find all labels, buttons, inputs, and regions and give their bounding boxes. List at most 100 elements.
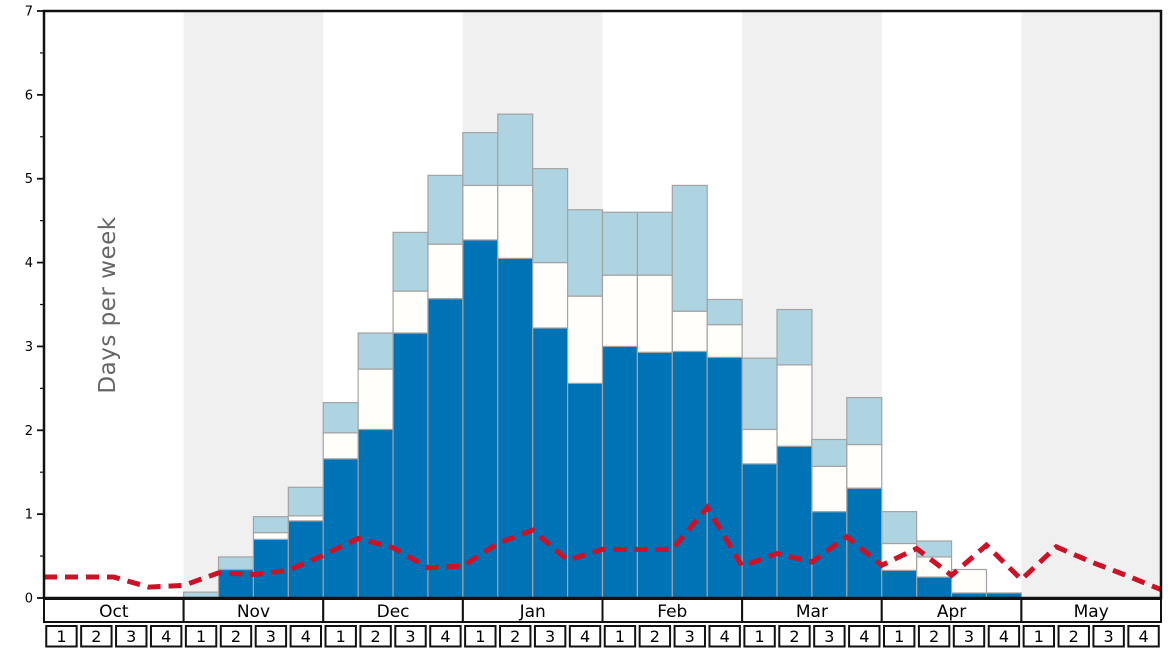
- week-cell-label: 3: [266, 627, 276, 646]
- bar-segment-light: [532, 168, 569, 264]
- week-cell: [848, 625, 881, 648]
- week-cell: [149, 625, 183, 648]
- week-cell-label: 1: [754, 627, 764, 646]
- bar-segment-white: [601, 274, 639, 348]
- month-cell-label: Nov: [237, 602, 270, 622]
- bar-segment-light: [846, 396, 883, 446]
- week-cell-label: 4: [301, 627, 311, 646]
- week-cell-label: 1: [336, 627, 346, 646]
- week-cell: [1057, 625, 1090, 648]
- y-tick-label: 4: [25, 256, 33, 271]
- y-tick-label: 5: [25, 172, 33, 187]
- bar-segment-white: [287, 515, 324, 522]
- week-cell-label: 3: [1104, 627, 1114, 646]
- bar-segment-light: [392, 231, 429, 292]
- week-cell: [359, 625, 392, 648]
- bar-segment-light: [811, 438, 848, 467]
- bar-segment-light: [287, 486, 324, 517]
- bar-segment-white: [357, 368, 394, 431]
- week-cell-label: 3: [824, 627, 834, 646]
- bar-segment-white: [950, 568, 988, 594]
- week-cell-label: 1: [56, 627, 66, 646]
- bar-segment-white: [671, 310, 708, 353]
- week-cell: [603, 625, 637, 648]
- week-cell: [533, 625, 567, 648]
- week-cell-label: 1: [894, 627, 904, 646]
- week-cell: [394, 625, 427, 648]
- bar-segment-dark: [427, 298, 464, 599]
- y-tick-label: 3: [25, 340, 33, 355]
- week-cell-label: 3: [685, 627, 695, 646]
- week-cell: [638, 625, 672, 648]
- week-cell: [813, 625, 846, 648]
- bar-segment-light: [462, 131, 499, 187]
- week-cell: [219, 625, 253, 648]
- month-cell-label: Dec: [377, 602, 410, 622]
- week-cell-label: 1: [475, 627, 485, 646]
- week-cell: [289, 625, 322, 648]
- bar-segment-dark: [322, 458, 359, 599]
- week-cell-label: 1: [615, 627, 625, 646]
- week-cell-label: 1: [1034, 627, 1044, 646]
- week-cell: [1127, 625, 1160, 648]
- week-cell-label: 3: [405, 627, 415, 646]
- bar-segment-light: [741, 357, 778, 431]
- month-band: [1021, 11, 1161, 598]
- bar-segment-light: [601, 211, 639, 276]
- week-cell: [917, 625, 951, 648]
- week-cell: [464, 625, 497, 648]
- bar-segment-dark: [462, 239, 499, 599]
- week-cell: [673, 625, 706, 648]
- y-tick-label: 1: [25, 508, 33, 523]
- y-tick-label: 2: [25, 424, 33, 439]
- month-cell-label: Mar: [796, 602, 828, 622]
- bar-segment-white: [392, 290, 429, 334]
- week-cell-label: 2: [1069, 627, 1079, 646]
- week-cell: [324, 625, 357, 648]
- bar-segment-light: [636, 211, 673, 276]
- bar-segment-light: [706, 298, 743, 326]
- week-cell-label: 2: [91, 627, 101, 646]
- bar-segment-white: [322, 432, 359, 460]
- month-cell-label: Apr: [937, 602, 966, 622]
- week-cell: [708, 625, 741, 648]
- y-axis-title: Days per week: [95, 216, 121, 394]
- week-cell-label: 4: [999, 627, 1009, 646]
- bar-segment-dark: [601, 345, 639, 599]
- week-cell-label: 1: [196, 627, 206, 646]
- bar-segment-dark: [776, 445, 813, 599]
- week-cell: [499, 625, 532, 648]
- bar-segment-light: [671, 184, 708, 312]
- week-cell-label: 2: [231, 627, 241, 646]
- week-cell-label: 4: [580, 627, 590, 646]
- week-cell: [184, 625, 218, 648]
- bar-segment-white: [462, 184, 499, 241]
- week-cell: [1022, 625, 1056, 648]
- week-cell: [45, 625, 78, 648]
- week-cell-label: 4: [859, 627, 869, 646]
- week-cell: [778, 625, 811, 648]
- week-cell-label: 4: [161, 627, 171, 646]
- week-cell-label: 4: [720, 627, 730, 646]
- week-cell-label: 2: [929, 627, 939, 646]
- red-dashed-line: [44, 503, 1162, 592]
- bar-segment-light: [427, 174, 464, 245]
- week-cell: [987, 625, 1021, 648]
- week-cell-label: 4: [440, 627, 450, 646]
- bar-segment-dark: [881, 569, 918, 599]
- bar-segment-light: [252, 516, 289, 534]
- week-cell: [883, 625, 916, 648]
- bar-segment-light: [322, 402, 359, 434]
- y-tick-label: 0: [25, 592, 33, 607]
- bar-segment-dark: [916, 576, 953, 599]
- bar-segment-dark: [636, 351, 673, 599]
- month-cell-label: Oct: [99, 602, 129, 622]
- week-cell-label: 2: [650, 627, 660, 646]
- bar-segment-white: [776, 364, 813, 447]
- y-tick-label: 6: [25, 88, 33, 103]
- month-cell-label: May: [1074, 602, 1109, 622]
- bar-segment-dark: [741, 463, 778, 599]
- week-cell-label: 3: [964, 627, 974, 646]
